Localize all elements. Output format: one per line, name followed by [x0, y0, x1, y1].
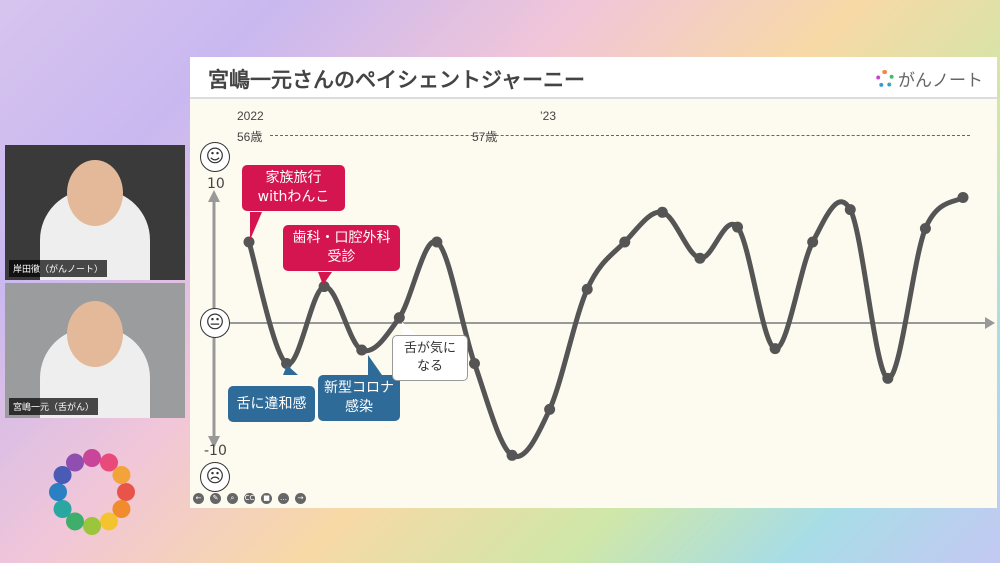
participant-name: 岸田徹（がんノート） — [9, 260, 108, 277]
y-tick-min: -10 — [204, 443, 227, 459]
year-2023: ’23 — [540, 109, 557, 123]
data-point-9 — [581, 283, 593, 295]
logo-dot — [83, 449, 101, 467]
event-family-trip: 家族旅行 withわんこ — [242, 165, 345, 211]
callout-pointer — [250, 212, 262, 240]
data-point-17 — [882, 372, 894, 384]
data-point-1 — [281, 358, 293, 369]
y-arrow-down — [208, 436, 220, 448]
data-point-6 — [468, 358, 480, 369]
age-timeline — [270, 135, 970, 136]
logo-dot — [53, 466, 72, 484]
video-tile-guest[interactable]: 宮嶋一元（舌がん） — [5, 283, 185, 418]
brand: がんノート — [876, 66, 983, 91]
logo-dot — [112, 466, 131, 484]
y-arrow-up — [208, 190, 220, 202]
zoom-icon[interactable]: ⌕ — [227, 493, 238, 504]
slide-controls: ← ✎ ⌕ CC ■ … → — [193, 493, 306, 504]
data-point-5 — [431, 236, 443, 248]
data-point-8 — [544, 403, 556, 415]
logo-dot — [100, 512, 118, 531]
ganote-logo — [49, 449, 135, 535]
data-point-11 — [656, 206, 668, 218]
data-point-16 — [844, 204, 856, 216]
logo-dot — [112, 500, 131, 518]
next-icon[interactable]: → — [295, 493, 306, 504]
logo-dot — [53, 500, 72, 518]
data-point-12 — [694, 252, 706, 264]
logo-dot — [66, 512, 84, 531]
smiling-face-icon: ☺ — [200, 142, 230, 172]
participant-head — [67, 160, 123, 226]
year-2022: 2022 — [237, 109, 264, 123]
camera-icon[interactable]: ■ — [261, 493, 272, 504]
callout-pointer — [368, 355, 382, 375]
logo-icon — [876, 69, 894, 88]
data-point-4 — [393, 312, 405, 324]
presentation-slide: 宮嶋一元さんのペイシェントジャーニー がんノート 2022 ’23 56歳 57… — [190, 57, 997, 508]
logo-dot — [49, 483, 67, 501]
logo-dot — [100, 453, 118, 472]
age-56: 56歳 — [237, 130, 263, 144]
data-point-13 — [732, 221, 744, 233]
callout-pointer — [318, 272, 332, 285]
data-point-14 — [769, 343, 781, 355]
data-point-10 — [619, 236, 631, 248]
data-point-3 — [356, 344, 368, 356]
callout-pointer — [402, 322, 418, 336]
cc-icon[interactable]: CC — [244, 493, 255, 504]
pen-icon[interactable]: ✎ — [210, 493, 221, 504]
slide-title: 宮嶋一元さんのペイシェントジャーニー — [208, 68, 585, 92]
more-icon[interactable]: … — [278, 493, 289, 504]
participant-name: 宮嶋一元（舌がん） — [9, 398, 99, 415]
neutral-face-icon: 😐 — [200, 308, 230, 338]
prev-icon[interactable]: ← — [193, 493, 204, 504]
brand-name: がんノート — [898, 71, 983, 91]
event-tongue-discomfort: 舌に違和感 — [228, 386, 315, 422]
axis-arrow — [985, 317, 995, 329]
event-dental-visit: 歯科・口腔外科 受診 — [283, 225, 400, 271]
age-57: 57歳 — [472, 130, 498, 144]
data-point-19 — [957, 191, 969, 203]
event-tongue-worry: 舌が気に なる — [392, 335, 468, 381]
data-point-0 — [243, 236, 255, 248]
data-point-18 — [919, 223, 931, 234]
logo-dot — [83, 517, 101, 535]
crying-face-icon: ☹ — [200, 462, 230, 492]
logo-dot — [66, 453, 84, 472]
y-tick-max: 10 — [207, 176, 225, 192]
video-tile-host[interactable]: 岸田徹（がんノート） — [5, 145, 185, 280]
data-point-2 — [318, 281, 330, 293]
callout-pointer — [283, 365, 298, 375]
event-covid: 新型コロナ 感染 — [318, 375, 400, 421]
participant-head — [67, 301, 123, 367]
data-point-15 — [807, 236, 819, 248]
logo-dot — [117, 483, 135, 501]
data-point-7 — [506, 449, 518, 461]
slide-header: 宮嶋一元さんのペイシェントジャーニー がんノート — [190, 57, 997, 99]
